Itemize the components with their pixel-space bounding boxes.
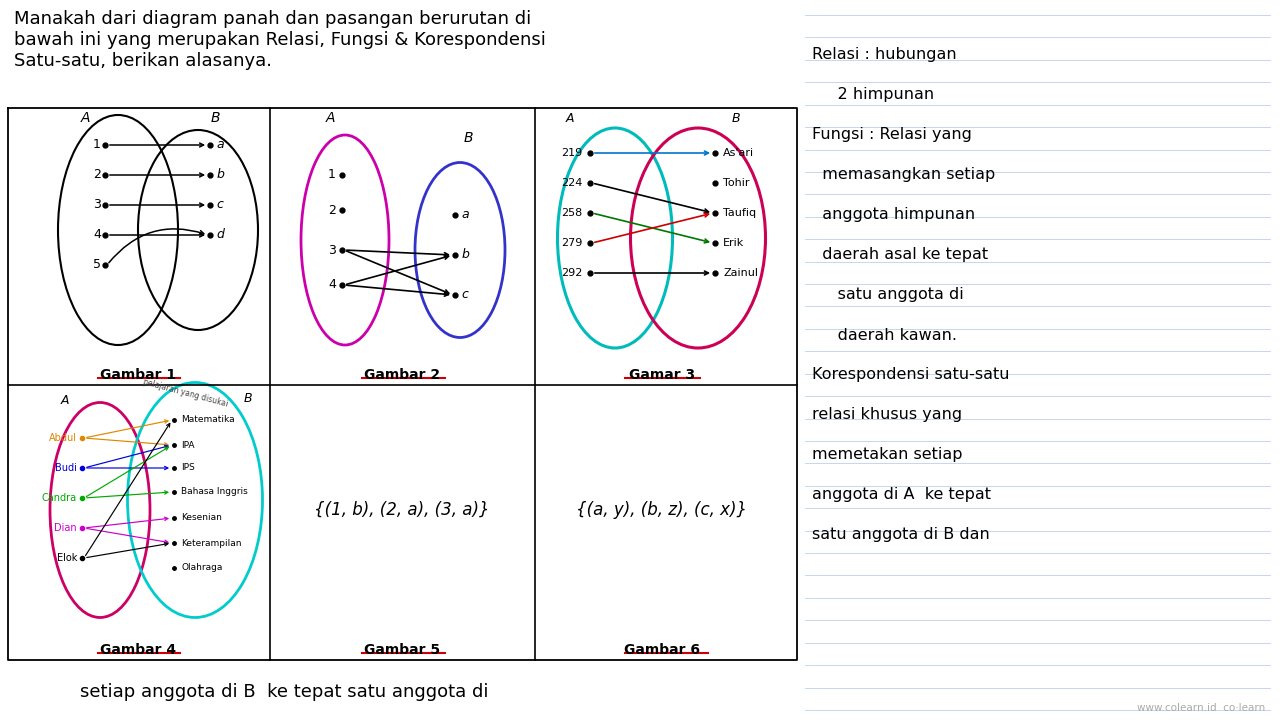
Text: anggota himpunan: anggota himpunan xyxy=(812,207,975,222)
Text: satu anggota di B dan: satu anggota di B dan xyxy=(812,528,989,542)
Text: Zainul: Zainul xyxy=(723,268,758,278)
Text: Gambar 6: Gambar 6 xyxy=(625,643,700,657)
Text: 4: 4 xyxy=(93,228,101,241)
Text: setiap anggota di B  ke tepat satu anggota di: setiap anggota di B ke tepat satu anggot… xyxy=(79,683,489,701)
Text: b: b xyxy=(216,168,224,181)
Text: 2: 2 xyxy=(93,168,101,181)
Text: {(a, y), (b, z), (c, x)}: {(a, y), (b, z), (c, x)} xyxy=(576,501,748,519)
Text: 279: 279 xyxy=(561,238,582,248)
Text: memetakan setiap: memetakan setiap xyxy=(812,448,963,462)
Text: b: b xyxy=(461,248,468,261)
Text: relasi khusus yang: relasi khusus yang xyxy=(812,408,963,423)
Text: daerah asal ke tepat: daerah asal ke tepat xyxy=(812,248,988,263)
Text: daerah kawan.: daerah kawan. xyxy=(812,328,957,343)
Text: Dian: Dian xyxy=(54,523,77,533)
Text: 292: 292 xyxy=(561,268,582,278)
Text: a: a xyxy=(216,138,224,151)
Text: 258: 258 xyxy=(561,208,582,218)
Text: Gambar 4: Gambar 4 xyxy=(100,643,177,657)
Text: Elok: Elok xyxy=(56,553,77,563)
Text: 5: 5 xyxy=(93,258,101,271)
Text: B: B xyxy=(463,131,472,145)
Text: As'ari: As'ari xyxy=(723,148,754,158)
Text: 2 himpunan: 2 himpunan xyxy=(812,88,934,102)
Text: 2: 2 xyxy=(328,204,335,217)
Text: Abdul: Abdul xyxy=(49,433,77,443)
Text: Kesenian: Kesenian xyxy=(180,513,221,523)
Text: B: B xyxy=(243,392,252,405)
Text: a: a xyxy=(461,209,468,222)
Text: Candra: Candra xyxy=(42,493,77,503)
Text: anggota di A  ke tepat: anggota di A ke tepat xyxy=(812,487,991,503)
Text: B: B xyxy=(732,112,740,125)
Text: Bahasa Inggris: Bahasa Inggris xyxy=(180,487,248,497)
Text: Korespondensi satu-satu: Korespondensi satu-satu xyxy=(812,367,1010,382)
Text: 1: 1 xyxy=(93,138,101,151)
Text: A: A xyxy=(81,111,90,125)
Text: Matematika: Matematika xyxy=(180,415,234,425)
Text: 219: 219 xyxy=(561,148,582,158)
Text: satu anggota di: satu anggota di xyxy=(812,287,964,302)
Text: Gambar 1: Gambar 1 xyxy=(100,368,177,382)
Text: 1: 1 xyxy=(328,168,335,181)
Text: Olahraga: Olahraga xyxy=(180,564,223,572)
Text: Keterampilan: Keterampilan xyxy=(180,539,242,547)
Text: c: c xyxy=(462,289,468,302)
Text: A: A xyxy=(325,111,335,125)
Text: B: B xyxy=(210,111,220,125)
Text: 3: 3 xyxy=(328,243,335,256)
Text: Gamar 3: Gamar 3 xyxy=(628,368,695,382)
Text: Tohir: Tohir xyxy=(723,178,750,188)
Text: Erik: Erik xyxy=(723,238,744,248)
Text: Gambar 5: Gambar 5 xyxy=(364,643,440,657)
Text: A: A xyxy=(60,394,69,407)
Text: 224: 224 xyxy=(561,178,582,188)
Text: memasangkan setiap: memasangkan setiap xyxy=(812,168,996,182)
Text: c: c xyxy=(216,199,224,212)
Text: 3: 3 xyxy=(93,199,101,212)
Text: Relasi : hubungan: Relasi : hubungan xyxy=(812,48,956,63)
Text: Gambar 2: Gambar 2 xyxy=(364,368,440,382)
Text: 4: 4 xyxy=(328,279,335,292)
Text: Budi: Budi xyxy=(55,463,77,473)
Text: IPA: IPA xyxy=(180,441,195,449)
Text: pelajaran yang disukai: pelajaran yang disukai xyxy=(142,377,228,409)
Text: Taufiq: Taufiq xyxy=(723,208,756,218)
Text: www.colearn.id  co·learn: www.colearn.id co·learn xyxy=(1137,703,1265,713)
Text: Manakah dari diagram panah dan pasangan berurutan di
bawah ini yang merupakan Re: Manakah dari diagram panah dan pasangan … xyxy=(14,10,545,70)
Text: IPS: IPS xyxy=(180,464,195,472)
Text: {(1, b), (2, a), (3, a)}: {(1, b), (2, a), (3, a)} xyxy=(314,501,490,519)
Text: d: d xyxy=(216,228,224,241)
Text: Fungsi : Relasi yang: Fungsi : Relasi yang xyxy=(812,127,972,143)
Text: A: A xyxy=(566,112,575,125)
